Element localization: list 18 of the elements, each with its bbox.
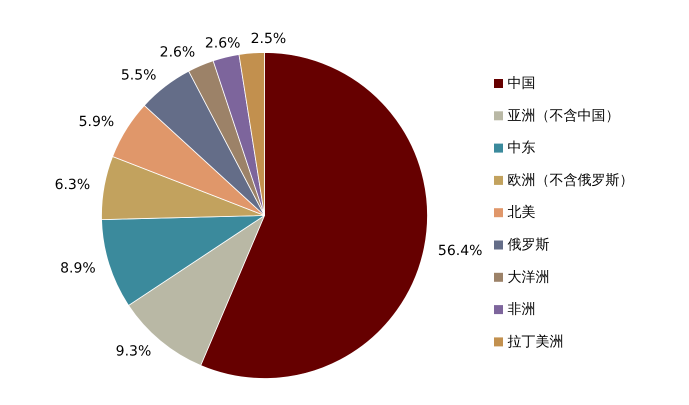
data-label: 9.3% <box>116 344 152 360</box>
legend-label: 拉丁美洲 <box>508 334 564 350</box>
legend-label: 非洲 <box>508 302 536 318</box>
data-label: 5.9% <box>78 114 114 130</box>
legend-label: 亚洲（不含中国） <box>508 108 620 124</box>
data-label: 56.4% <box>438 242 482 259</box>
legend-label: 俄罗斯 <box>508 237 550 253</box>
legend-label: 中东 <box>508 140 536 156</box>
legend-label: 中国 <box>508 76 536 92</box>
legend-label: 北美 <box>508 204 536 221</box>
data-label: 2.5% <box>250 31 286 48</box>
data-label: 2.6% <box>204 36 240 52</box>
data-label: 8.9% <box>60 260 96 277</box>
data-label: 2.6% <box>160 44 196 61</box>
legend-label: 欧洲（不含俄罗斯） <box>508 172 634 188</box>
legend-label: 大洋洲 <box>508 269 550 286</box>
data-label: 6.3% <box>54 177 90 194</box>
data-label: 5.5% <box>120 67 156 84</box>
